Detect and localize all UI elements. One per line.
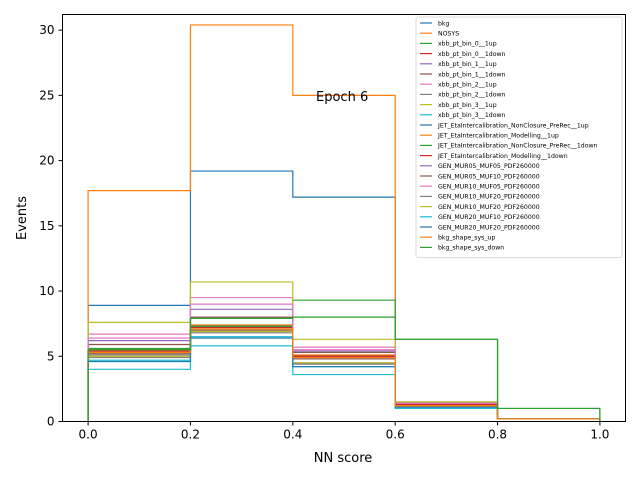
x-tick-label: 0.4 (283, 428, 302, 442)
x-tick-label: 0.0 (79, 428, 98, 442)
legend-entry-label: xbb_pt_bin_0__1up (438, 41, 497, 48)
legend-entry-label: xbb_pt_bin_1__1up (438, 61, 497, 68)
y-tick-label: 10 (39, 284, 54, 298)
legend-entry-label: xbb_pt_bin_3__1up (438, 102, 497, 109)
x-tick-label: 0.8 (488, 428, 507, 442)
epoch-annotation: Epoch 6 (316, 90, 368, 105)
y-axis-label: Events (15, 196, 30, 240)
series-6-step-line (87, 296, 601, 422)
y-tick-label: 25 (39, 88, 54, 102)
legend-entry-label: xbb_pt_bin_3__1down (438, 112, 506, 119)
legend-entry-label: xbb_pt_bin_2__1up (438, 82, 497, 89)
legend-entry-label: GEN_MUR05_MUF05_PDF260000 (438, 163, 540, 170)
legend-entry-label: bkg_shape_sys_down (438, 245, 504, 252)
y-axis-ticks: 0 5 10 15 20 25 30 (39, 23, 63, 429)
legend-entry-label: GEN_MUR20_MUF10_PDF260000 (438, 214, 540, 221)
y-tick-label: 30 (39, 23, 54, 37)
y-tick-label: 20 (39, 154, 54, 168)
legend-entry-label: bkg_shape_sys_up (438, 235, 495, 242)
legend-entry-label: GEN_MUR05_MUF10_PDF260000 (438, 173, 540, 180)
legend-entry-label: NOSYS (438, 31, 459, 38)
series-8-step-line (87, 281, 601, 422)
series-layer (87, 24, 601, 422)
y-tick-label: 0 (47, 415, 55, 429)
legend-entry-label: xbb_pt_bin_1__1down (438, 71, 506, 78)
series-5-step-line (87, 329, 601, 422)
series-21-step-line (87, 328, 601, 422)
legend-entry-label: JET_EtaIntercalibration_Modelling__1up (437, 133, 559, 140)
series-14-step-line (87, 308, 601, 422)
legend-entry-label: GEN_MUR10_MUF20_PDF260000 (438, 194, 540, 201)
series-2-step-line (87, 299, 601, 422)
legend-entry-label: xbb_pt_bin_0__1down (438, 51, 506, 58)
x-tick-label: 0.2 (181, 428, 200, 442)
legend: bkg NOSYS xbb_pt_bin_0__1up xbb_pt_bin_0__1… (415, 16, 623, 259)
x-axis-label: NN score (314, 451, 373, 466)
legend-entry-label: JET_EtaIntercalibration_Modelling__1down (437, 153, 568, 160)
legend-entry-label: bkg (438, 20, 450, 27)
legend-box (415, 16, 623, 259)
legend-entry-label: GEN_MUR10_MUF20_PDF260000 (438, 204, 540, 211)
series-22-step-line (87, 316, 601, 422)
legend-entry-label: GEN_MUR20_MUF20_PDF260000 (438, 224, 540, 231)
x-tick-label: 0.6 (386, 428, 405, 442)
legend-entry-label: GEN_MUR10_MUF05_PDF260000 (438, 184, 540, 191)
x-tick-label: 1.0 (590, 428, 609, 442)
legend-entry-label: JET_EtaIntercalibration_NonClosure_PreRe… (437, 143, 598, 150)
legend-entry-label: xbb_pt_bin_2__1down (438, 92, 506, 99)
axes-frame (62, 14, 626, 422)
x-axis-ticks: 0.0 0.2 0.4 0.6 0.8 1.0 (79, 421, 609, 442)
legend-entry-label: JET_EtaIntercalibration_NonClosure_PreRe… (437, 122, 589, 129)
y-tick-label: 15 (39, 219, 54, 233)
y-tick-label: 5 (47, 349, 55, 363)
